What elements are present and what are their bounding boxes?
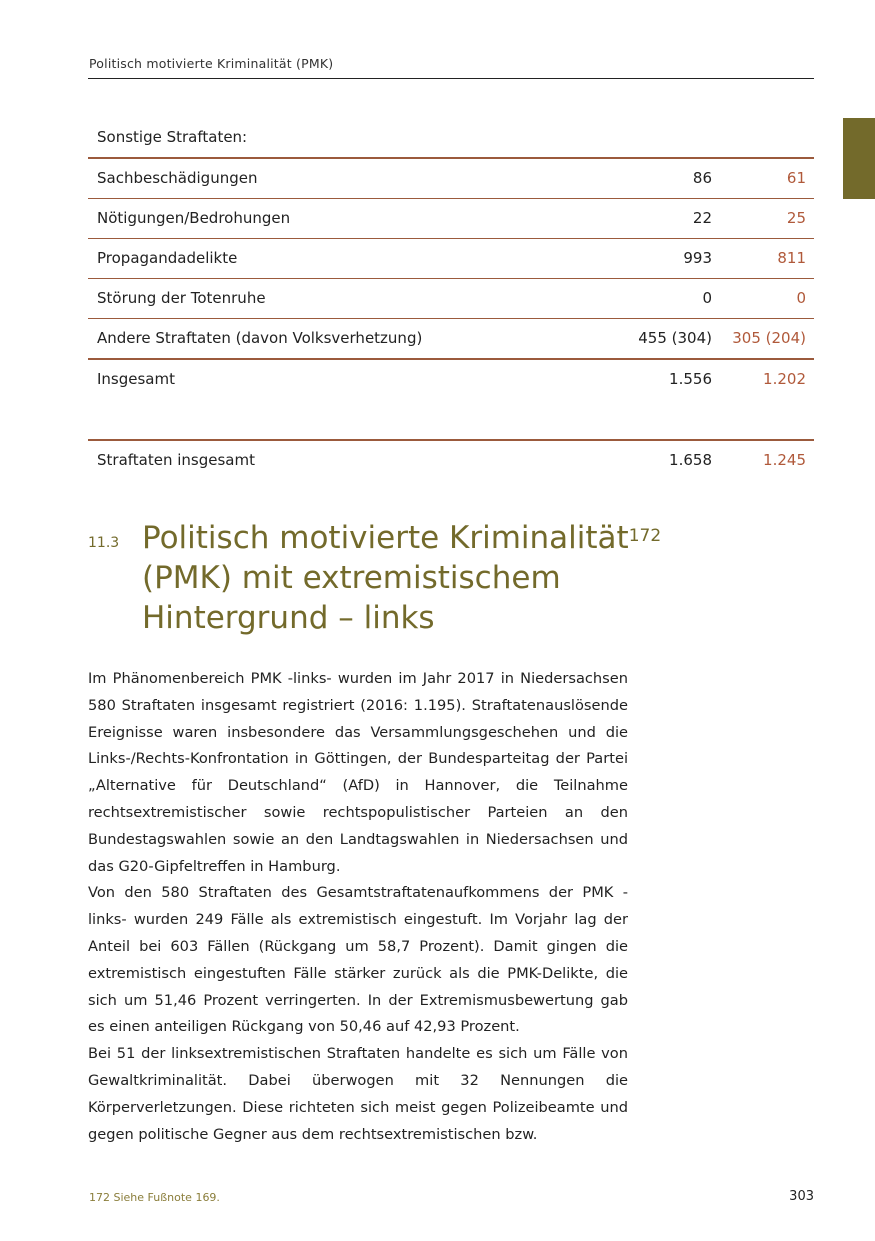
table-row: Andere Straftaten (davon Volksverhetzung…	[88, 319, 814, 360]
paragraph: Im Phänomenbereich PMK -links- wurden im…	[88, 670, 628, 875]
value-2016: 86	[692, 169, 712, 187]
footnote-ref[interactable]: 172	[628, 526, 662, 546]
row-label: Andere Straftaten (davon Volksverhetzung…	[97, 329, 423, 347]
chapter-tab-marker	[843, 118, 875, 199]
header-rule	[88, 78, 814, 79]
value-2017: 61	[786, 169, 806, 187]
section-title: Politisch motivierte Kriminalität172 (PMK…	[142, 518, 702, 638]
value-2016: 1.556	[669, 370, 712, 388]
footnote: 172 Siehe Fußnote 169.	[89, 1191, 220, 1204]
title-rest: (PMK) mit extremistischem Hintergrund – …	[142, 560, 561, 636]
running-header: Politisch motivierte Kriminalität (PMK)	[89, 56, 334, 71]
value-2017: 0	[796, 289, 806, 307]
page-number: 303	[789, 1189, 814, 1204]
table-section-label-row: Sonstige Straftaten:	[88, 118, 814, 159]
value-2017: 25	[786, 209, 806, 227]
total-row: Straftaten insgesamt 1.658 1.245	[88, 439, 814, 480]
table-row: Nötigungen/Bedrohungen 22 25	[88, 199, 814, 239]
row-label: Sachbeschädigungen	[97, 169, 258, 187]
subtotal-row: Insgesamt 1.556 1.202	[88, 360, 814, 439]
body-text: Im Phänomenbereich PMK -links- wurden im…	[88, 666, 628, 1148]
section-label: Sonstige Straftaten:	[97, 128, 248, 146]
value-2016: 0	[702, 289, 712, 307]
table-row: Störung der Totenruhe 0 0	[88, 279, 814, 319]
value-2016: 1.658	[669, 451, 712, 469]
row-label: Straftaten insgesamt	[97, 451, 255, 469]
value-2017: 1.202	[763, 370, 806, 388]
row-label: Störung der Totenruhe	[97, 289, 266, 307]
row-label: Propagandadelikte	[97, 249, 238, 267]
paragraph: Von den 580 Straftaten des Gesamtstrafta…	[88, 884, 628, 1036]
value-2017: 1.245	[763, 451, 806, 469]
value-2016: 455 (304)	[638, 329, 712, 347]
value-2016: 993	[683, 249, 712, 267]
value-2016: 22	[692, 209, 712, 227]
table-row: Propagandadelikte 993 811	[88, 239, 814, 279]
title-part: Politisch motivierte Kriminalität	[142, 520, 629, 556]
value-2017: 811	[777, 249, 806, 267]
row-label: Insgesamt	[97, 370, 175, 388]
row-label: Nötigungen/Bedrohungen	[97, 209, 291, 227]
statistics-table: Sonstige Straftaten: Sachbeschädigungen 8…	[88, 118, 814, 480]
section-number: 11.3	[88, 535, 120, 551]
paragraph: Bei 51 der linksextremistischen Straftat…	[88, 1045, 628, 1143]
value-2017: 305 (204)	[732, 329, 806, 347]
table-row: Sachbeschädigungen 86 61	[88, 159, 814, 199]
